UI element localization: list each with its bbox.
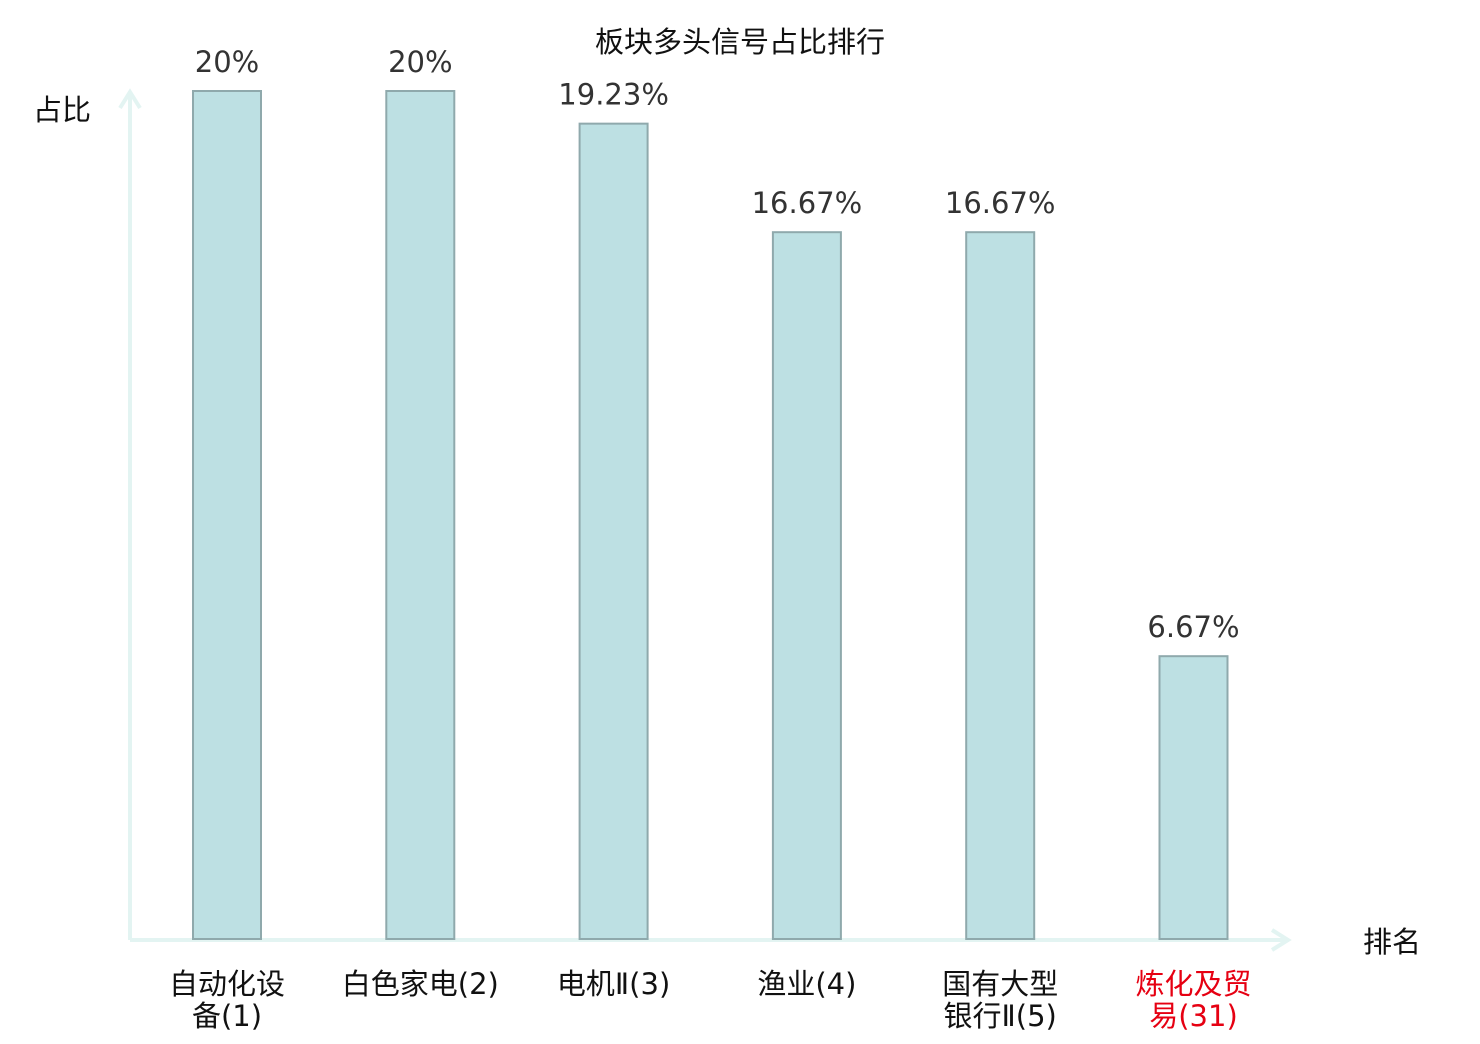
bar-value-label: 19.23%	[558, 78, 669, 112]
bar-value-label: 20%	[388, 45, 452, 79]
x-axis-arrow-icon	[1270, 928, 1292, 952]
x-axis-label: 排名	[1363, 925, 1421, 959]
x-tick-label: 炼化及贸易(31)	[1135, 967, 1251, 1033]
category-labels-group: 自动化设备(1) 白色家电(2) 电机Ⅱ(3) 渔业(4) 国有大型银行Ⅱ(5) 炼化及贸…	[169, 967, 1252, 1033]
x-tick-label-line: 银行Ⅱ(5)	[944, 999, 1057, 1033]
x-tick-label: 自动化设备(1)	[169, 967, 285, 1033]
x-tick-label-line: 白色家电(2)	[342, 967, 499, 1001]
x-tick-label-line: 易(31)	[1149, 999, 1238, 1033]
x-tick-label-line: 电机Ⅱ(3)	[557, 967, 670, 1001]
bar	[192, 90, 262, 940]
value-labels-group: 20% 20% 19.23% 16.67% 16.67% 6.67%	[195, 45, 1240, 644]
bar-value-label: 20%	[195, 45, 259, 79]
bar	[771, 231, 842, 940]
bars-group	[192, 90, 1229, 941]
bar	[965, 231, 1036, 940]
y-axis-label: 占比	[33, 93, 91, 127]
x-tick-label-line: 备(1)	[192, 999, 262, 1033]
bar-value-label: 16.67%	[752, 186, 863, 220]
bar	[385, 90, 456, 940]
x-tick-label: 渔业(4)	[757, 967, 856, 1001]
bar-value-label: 6.67%	[1147, 610, 1239, 644]
x-tick-label: 国有大型银行Ⅱ(5)	[942, 967, 1058, 1033]
x-tick-label: 白色家电(2)	[342, 967, 499, 1001]
x-tick-label: 电机Ⅱ(3)	[557, 967, 670, 1001]
chart-title: 板块多头信号占比排行	[595, 25, 885, 59]
x-tick-label-line: 自动化设	[169, 967, 285, 1001]
bar-value-label: 16.67%	[945, 186, 1056, 220]
bar	[578, 122, 649, 940]
y-axis-arrow-icon	[118, 88, 142, 110]
x-tick-label-line: 国有大型	[942, 967, 1058, 1001]
x-tick-label-line: 渔业(4)	[757, 967, 856, 1001]
axes	[118, 88, 1292, 952]
x-tick-label-line: 炼化及贸	[1135, 967, 1251, 1001]
bar	[1158, 655, 1229, 941]
